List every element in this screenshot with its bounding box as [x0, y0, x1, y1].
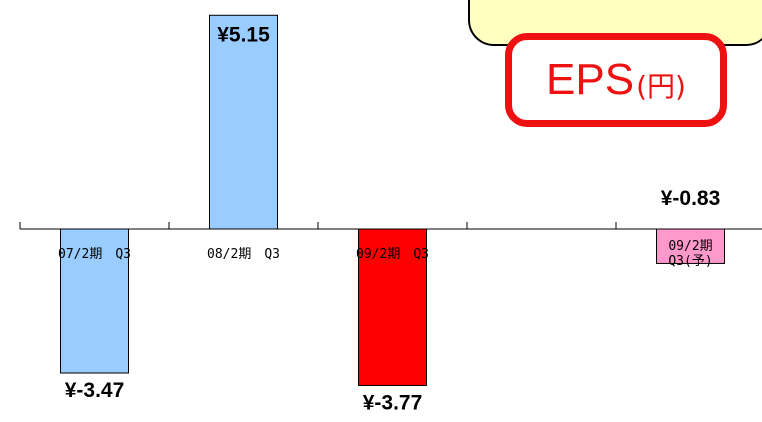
value-label-0: ¥-3.47: [65, 379, 125, 402]
x-tick-label-0: 07/2期 Q3: [58, 247, 131, 262]
x-tick-label-2: 09/2期 Q3: [356, 247, 429, 262]
eps-title: EPS: [546, 55, 635, 104]
value-label-1: ¥5.15: [217, 23, 270, 46]
eps-unit: (円): [636, 70, 686, 103]
value-label-2: ¥-3.77: [363, 391, 423, 414]
bar-4: [656, 228, 725, 264]
x-tick-label-4: 09/2期 Q3(予): [668, 239, 712, 269]
value-label-4: ¥-0.83: [661, 187, 721, 210]
bar-0: [60, 228, 129, 374]
x-tick-label-1: 08/2期 Q3: [207, 247, 280, 262]
eps-title-badge: EPS (円): [505, 33, 727, 127]
bar-1: [209, 14, 278, 230]
